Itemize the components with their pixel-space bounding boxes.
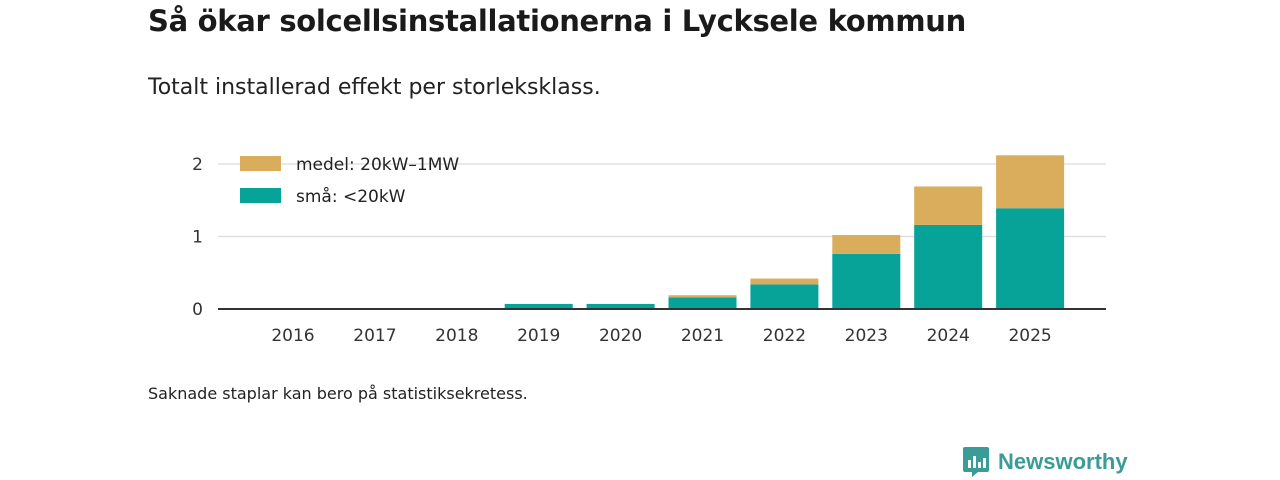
y-tick-label: 0 xyxy=(192,300,203,320)
legend-label-medel: medel: 20kW–1MW xyxy=(296,155,459,175)
bar-sma-2021 xyxy=(668,297,737,309)
legend-label-sma: små: <20kW xyxy=(296,186,406,207)
legend-swatch-medel xyxy=(240,156,281,171)
y-tick-label: 2 xyxy=(192,155,203,175)
x-tick-label: 2017 xyxy=(353,326,396,346)
bar-sma-2019 xyxy=(504,303,573,309)
axes: 0 1 2 2016 2017 2018 2019 2020 2021 2022 2023 2024 2… xyxy=(192,155,1106,346)
bar-chart: 0 1 2 2016 2017 2018 2019 2020 2021 2022 2023 2024 2… xyxy=(192,155,1106,346)
bar-medel-2025 xyxy=(996,155,1065,209)
x-tick-label: 2022 xyxy=(763,326,806,346)
bar-medel-2022 xyxy=(750,278,819,285)
bar-sma-2023 xyxy=(832,253,901,309)
x-tick-label: 2023 xyxy=(845,326,888,346)
x-tick-label: 2021 xyxy=(681,326,724,346)
bar-sma-2020 xyxy=(586,303,655,309)
legend-swatch-sma xyxy=(240,188,281,203)
x-tick-label: 2025 xyxy=(1008,326,1051,346)
bars xyxy=(504,155,1065,309)
bar-medel-2024 xyxy=(914,186,983,225)
x-tick-label: 2020 xyxy=(599,326,642,346)
footnote: Saknade staplar kan bero på statistiksek… xyxy=(148,384,528,403)
bar-medel-2023 xyxy=(832,235,901,254)
chart-title: Så ökar solcellsinstallationerna i Lycks… xyxy=(148,4,966,38)
bar-sma-2022 xyxy=(750,284,819,309)
y-tick-label: 1 xyxy=(192,228,203,248)
brand-logo: Newsworthy xyxy=(962,446,1128,478)
bar-sma-2025 xyxy=(996,208,1065,309)
bar-sma-2024 xyxy=(914,224,983,309)
legend: medel: 20kW–1MW små: <20kW xyxy=(240,155,459,207)
x-tick-label: 2019 xyxy=(517,326,560,346)
brand-name: Newsworthy xyxy=(998,449,1128,474)
bar-medel-2021 xyxy=(668,295,737,298)
chart-subtitle: Totalt installerad effekt per storlekskl… xyxy=(148,75,601,100)
x-tick-label: 2016 xyxy=(271,326,314,346)
newsworthy-logo-icon xyxy=(963,447,989,477)
x-tick-label: 2018 xyxy=(435,326,478,346)
x-tick-label: 2024 xyxy=(927,326,970,346)
